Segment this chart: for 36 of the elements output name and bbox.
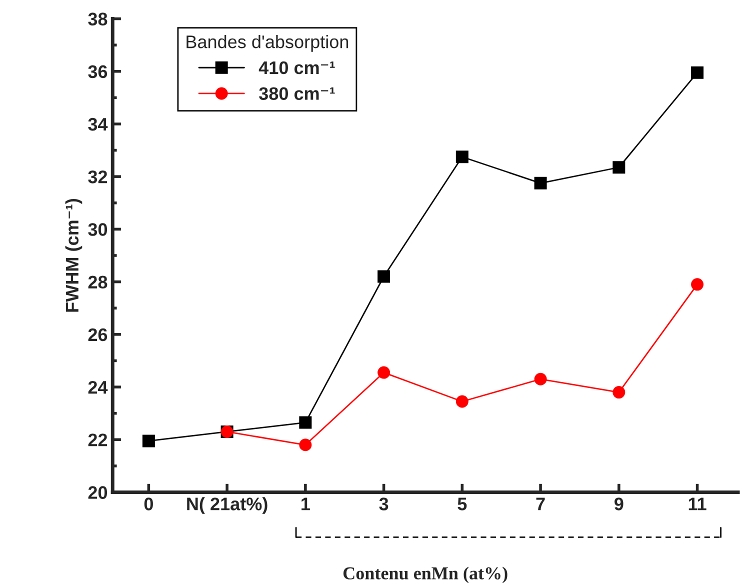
point <box>378 270 390 283</box>
x-tick-label: N( 21at%) <box>187 497 268 514</box>
y-tick-label: 30 <box>88 223 108 236</box>
point <box>299 416 312 429</box>
y-tick-label: 22 <box>88 434 108 446</box>
x-tick-label: 3 <box>379 498 388 510</box>
point <box>456 150 468 164</box>
y-tick-label: 24 <box>88 380 108 394</box>
point <box>534 176 547 190</box>
y-tick-label: 28 <box>88 276 108 289</box>
point <box>142 434 155 448</box>
x-tick-label: 5 <box>458 498 467 510</box>
y-tick-label: 38 <box>88 12 108 26</box>
legend-label: 410 cm⁻¹ <box>258 61 335 74</box>
point <box>612 161 626 174</box>
x-tick-label: 7 <box>536 498 545 510</box>
point <box>691 278 704 291</box>
y-tick-label: 36 <box>88 65 108 78</box>
y-tick-label: 32 <box>88 170 108 184</box>
x-tick-label: 9 <box>614 498 624 510</box>
x-tick-label: 1 <box>302 498 310 510</box>
x-tick-label: 11 <box>688 498 706 510</box>
point <box>299 438 312 452</box>
x-tick-label: 0 <box>144 498 153 510</box>
point <box>456 395 468 408</box>
point <box>691 66 704 79</box>
y-tick-label: 26 <box>88 328 108 342</box>
legend-label: 380 cm⁻¹ <box>259 87 335 100</box>
y-tick-label: 20 <box>88 486 108 499</box>
legend-title: Bandes d'absorption <box>186 35 348 52</box>
point <box>534 372 547 386</box>
y-axis-title: FWHM (cm⁻¹) <box>65 198 82 312</box>
point <box>612 386 626 399</box>
x-axis-title: Contenu enMn (at%) <box>343 566 508 584</box>
point <box>378 366 390 379</box>
y-tick-label: 34 <box>88 118 108 131</box>
